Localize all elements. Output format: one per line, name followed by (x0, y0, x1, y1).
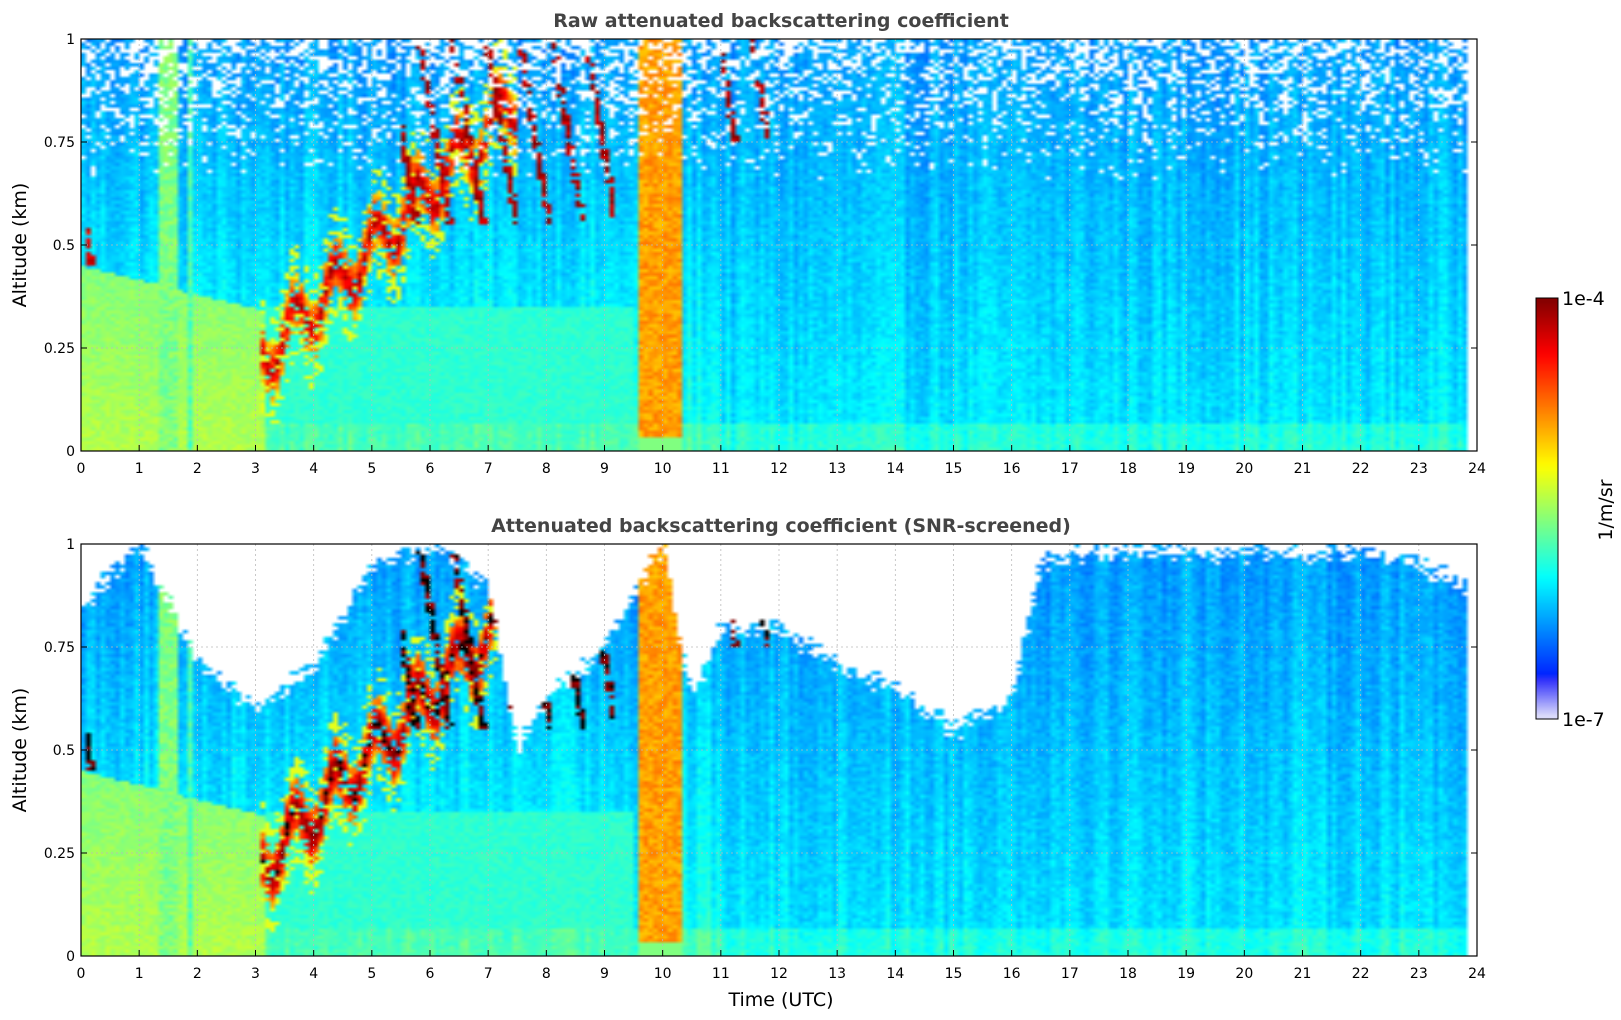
colorbar-min-label: 1e-7 (1562, 709, 1605, 731)
x-tick-label: 18 (1119, 966, 1137, 982)
panel-2-title: Attenuated backscattering coefficient (S… (491, 515, 1071, 537)
x-tick-label: 8 (542, 461, 551, 477)
x-tick-label: 23 (1410, 461, 1428, 477)
panel-2-y-label: Altitude (km) (9, 688, 31, 813)
y-tick-label: 1 (66, 32, 75, 48)
x-tick-label: 5 (367, 461, 376, 477)
panel-1-y-ticks: 0 0.25 0.5 0.75 1 (44, 32, 1477, 460)
x-tick-label: 7 (484, 966, 493, 982)
panel-1-title: Raw attenuated backscattering coefficien… (553, 10, 1009, 32)
x-tick-label: 1 (135, 966, 144, 982)
y-tick-label: 0.25 (44, 341, 75, 357)
x-tick-label: 10 (654, 461, 672, 477)
x-tick-label: 22 (1352, 966, 1370, 982)
x-tick-label: 16 (1003, 966, 1021, 982)
x-tick-label: 23 (1410, 966, 1428, 982)
x-tick-label: 24 (1468, 461, 1486, 477)
x-tick-label: 2 (193, 461, 202, 477)
panel-1-grid (81, 39, 1477, 451)
colorbar-max-label: 1e-4 (1562, 288, 1605, 310)
colorbar-gradient (1536, 298, 1558, 719)
x-tick-label: 12 (770, 966, 788, 982)
x-tick-label: 17 (1061, 966, 1079, 982)
x-tick-label: 22 (1352, 461, 1370, 477)
x-tick-label: 8 (542, 966, 551, 982)
y-tick-label: 1 (66, 537, 75, 553)
colorbar-unit-label: 1/m/sr (1595, 479, 1617, 540)
x-tick-label: 6 (426, 461, 435, 477)
x-tick-label: 16 (1003, 461, 1021, 477)
x-tick-label: 7 (484, 461, 493, 477)
x-tick-label: 3 (251, 461, 260, 477)
x-tick-label: 15 (945, 966, 963, 982)
panel-2-grid (81, 544, 1477, 956)
y-tick-label: 0.75 (44, 135, 75, 151)
x-tick-label: 3 (251, 966, 260, 982)
y-tick-label: 0 (66, 444, 75, 460)
x-tick-label: 15 (945, 461, 963, 477)
x-tick-label: 9 (600, 966, 609, 982)
x-tick-label: 2 (193, 966, 202, 982)
x-tick-label: 5 (367, 966, 376, 982)
x-axis-label: Time (UTC) (727, 989, 833, 1011)
x-tick-label: 12 (770, 461, 788, 477)
y-tick-label: 0.25 (44, 846, 75, 862)
x-tick-label: 14 (886, 966, 904, 982)
colorbar: 1e-4 1e-7 1/m/sr (1535, 288, 1617, 731)
x-tick-label: 0 (77, 966, 86, 982)
colorbar-frame (1535, 297, 1559, 720)
x-tick-label: 24 (1468, 966, 1486, 982)
panel-1-y-label: Altitude (km) (9, 183, 31, 308)
x-tick-label: 4 (309, 461, 318, 477)
x-tick-label: 6 (426, 966, 435, 982)
x-tick-label: 13 (828, 461, 846, 477)
x-tick-label: 11 (712, 966, 730, 982)
x-tick-label: 17 (1061, 461, 1079, 477)
x-tick-label: 21 (1294, 966, 1312, 982)
panel-1-x-ticks: 0 1 2 3 4 5 6 7 8 9 10 11 12 13 14 15 16 17 18 19 20 21 22 23 24 (77, 445, 1486, 477)
x-tick-label: 10 (654, 966, 672, 982)
x-tick-label: 19 (1177, 966, 1195, 982)
x-tick-label: 21 (1294, 461, 1312, 477)
x-tick-label: 18 (1119, 461, 1137, 477)
y-tick-label: 0 (66, 949, 75, 965)
x-tick-label: 9 (600, 461, 609, 477)
x-tick-label: 4 (309, 966, 318, 982)
y-tick-label: 0.5 (53, 238, 75, 254)
x-tick-label: 0 (77, 461, 86, 477)
x-tick-label: 19 (1177, 461, 1195, 477)
x-tick-label: 20 (1235, 966, 1253, 982)
x-tick-label: 20 (1235, 461, 1253, 477)
x-tick-label: 11 (712, 461, 730, 477)
panel-2-x-ticks: 0 1 2 3 4 5 6 7 8 9 10 11 12 13 14 15 16 17 18 19 20 21 22 23 24 (77, 950, 1486, 982)
x-tick-label: 1 (135, 461, 144, 477)
y-tick-label: 0.5 (53, 743, 75, 759)
y-tick-label: 0.75 (44, 640, 75, 656)
panel-screened: Attenuated backscattering coefficient (S… (9, 515, 1486, 1011)
x-tick-label: 13 (828, 966, 846, 982)
panel-raw: Raw attenuated backscattering coefficien… (9, 10, 1486, 477)
x-tick-label: 14 (886, 461, 904, 477)
panel-2-y-ticks: 0 0.25 0.5 0.75 1 (44, 537, 1477, 965)
